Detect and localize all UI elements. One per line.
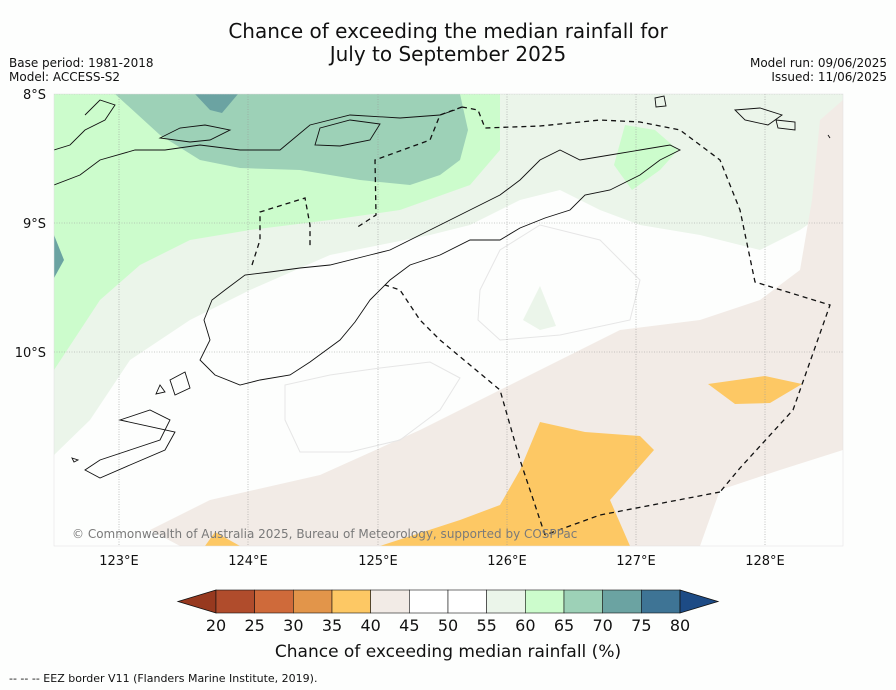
colorbar: [176, 589, 720, 614]
colorbar-tick-label: 25: [244, 616, 264, 635]
run-info: Model run: 09/06/2025 Issued: 11/06/2025: [750, 56, 887, 84]
colorbar-bin: [331, 589, 371, 614]
colorbar-bin: [602, 589, 642, 614]
lon-label-126e: 126°E: [487, 554, 527, 569]
lat-label-8s: 8°S: [23, 88, 46, 103]
map-title: Chance of exceeding the median rainfall …: [0, 20, 896, 66]
band-40-45: [150, 100, 843, 546]
colorbar-tick-label: 45: [399, 616, 419, 635]
base-period-info: Base period: 1981-2018 Model: ACCESS-S2: [9, 56, 154, 84]
colorbar-tick-label: 40: [360, 616, 380, 635]
colorbar-tick-label: 20: [206, 616, 226, 635]
map-fill: © Commonwealth of Australia 2025, Bureau…: [54, 94, 843, 546]
colorbar-tick-label: 35: [322, 616, 342, 635]
band-35-40-south: [380, 422, 654, 546]
colorbar-tick-label: 50: [438, 616, 458, 635]
colorbar-ticks: 20 25 30 35 40 45 50 55 60 65 70 75 80: [206, 616, 690, 635]
title-line-2: July to September 2025: [329, 42, 567, 66]
colorbar-tick-label: 30: [283, 616, 303, 635]
lat-label-9s: 9°S: [23, 217, 46, 232]
eez-border: [251, 106, 831, 536]
colorbar-bin: [293, 589, 333, 614]
band-70-75-a: [195, 94, 238, 113]
colorbar-bin: [215, 589, 255, 614]
graticule: [54, 94, 843, 546]
lon-label-123e: 123°E: [99, 554, 139, 569]
lon-label-128e: 128°E: [745, 554, 785, 569]
model-name: Model: ACCESS-S2: [9, 70, 121, 84]
colorbar-tick-label: 80: [670, 616, 690, 635]
colorbar-bin: [254, 589, 294, 614]
band-45-55-se: [700, 450, 843, 546]
band-60-65-east: [614, 125, 678, 190]
copyright-text: © Commonwealth of Australia 2025, Bureau…: [72, 527, 577, 541]
colorbar-tick-label: 60: [515, 616, 535, 635]
issued-date: Issued: 11/06/2025: [771, 70, 887, 84]
colorbar-bin: [641, 589, 681, 614]
colorbar-tick-label: 75: [631, 616, 651, 635]
band-35-40-sw: [205, 532, 240, 546]
colorbar-bin: [447, 589, 487, 614]
colorbar-bin: [563, 589, 603, 614]
colorbar-low-extend: [176, 589, 217, 614]
colorbar-label: Chance of exceeding median rainfall (%): [275, 642, 621, 662]
band-35-40-east: [708, 376, 802, 404]
band-70-75-b: [54, 235, 64, 278]
colorbar-bin: [525, 589, 565, 614]
eez-footnote: -- -- -- EEZ border V11 (Flanders Marine…: [9, 672, 318, 685]
colorbar-high-extend: [679, 589, 720, 614]
base-period: Base period: 1981-2018: [9, 56, 154, 70]
coastline: [54, 95, 831, 479]
lon-label-125e: 125°E: [358, 554, 398, 569]
colorbar-tick-label: 55: [476, 616, 496, 635]
colorbar-bin: [486, 589, 526, 614]
lon-label-127e: 127°E: [616, 554, 656, 569]
lon-label-124e: 124°E: [228, 554, 268, 569]
colorbar-tick-label: 65: [554, 616, 574, 635]
band-55-60-small: [523, 286, 556, 330]
colorbar-bin: [409, 589, 449, 614]
colorbar-bin: [370, 589, 410, 614]
title-line-1: Chance of exceeding the median rainfall …: [228, 19, 668, 43]
lat-label-10s: 10°S: [15, 346, 46, 361]
colorbar-tick-label: 70: [592, 616, 612, 635]
model-run-date: Model run: 09/06/2025: [749, 56, 887, 70]
